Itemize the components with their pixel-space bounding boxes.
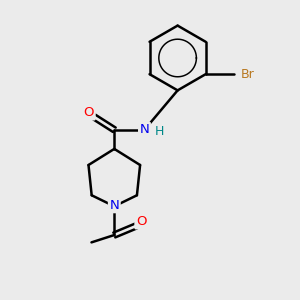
Text: N: N	[110, 199, 119, 212]
Text: N: N	[140, 123, 149, 136]
Text: O: O	[136, 215, 146, 228]
Text: H: H	[155, 125, 165, 138]
Text: O: O	[84, 106, 94, 119]
Text: Br: Br	[241, 68, 255, 81]
